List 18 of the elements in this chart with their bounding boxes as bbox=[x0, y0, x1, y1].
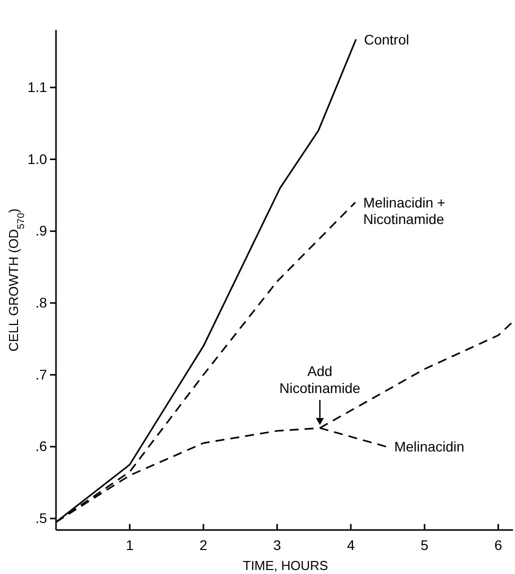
y-tick-label: 1.1 bbox=[28, 78, 48, 95]
x-tick-label: 2 bbox=[200, 536, 208, 553]
y-tick-label: .9 bbox=[35, 222, 48, 239]
x-axis-title: TIME, HOURS bbox=[242, 558, 328, 573]
series-label: Melinacidin bbox=[394, 438, 464, 455]
series-label: Melinacidin + Nicotinamide bbox=[363, 194, 446, 228]
annotation: Add Nicotinamide bbox=[279, 362, 361, 396]
y-tick-label: .6 bbox=[35, 438, 48, 454]
y-tick-label: .8 bbox=[35, 294, 48, 310]
x-tick-label: 6 bbox=[494, 536, 502, 553]
y-tick-label: 1.0 bbox=[28, 150, 48, 167]
series-label: Control bbox=[364, 31, 410, 48]
y-tick-label: .5 bbox=[35, 510, 48, 526]
x-tick-label: 5 bbox=[420, 536, 429, 553]
x-tick-label: 4 bbox=[346, 536, 355, 553]
x-tick-label: 1 bbox=[126, 536, 134, 553]
x-tick-label: 3 bbox=[273, 536, 282, 553]
y-tick-label: .7 bbox=[35, 366, 48, 382]
